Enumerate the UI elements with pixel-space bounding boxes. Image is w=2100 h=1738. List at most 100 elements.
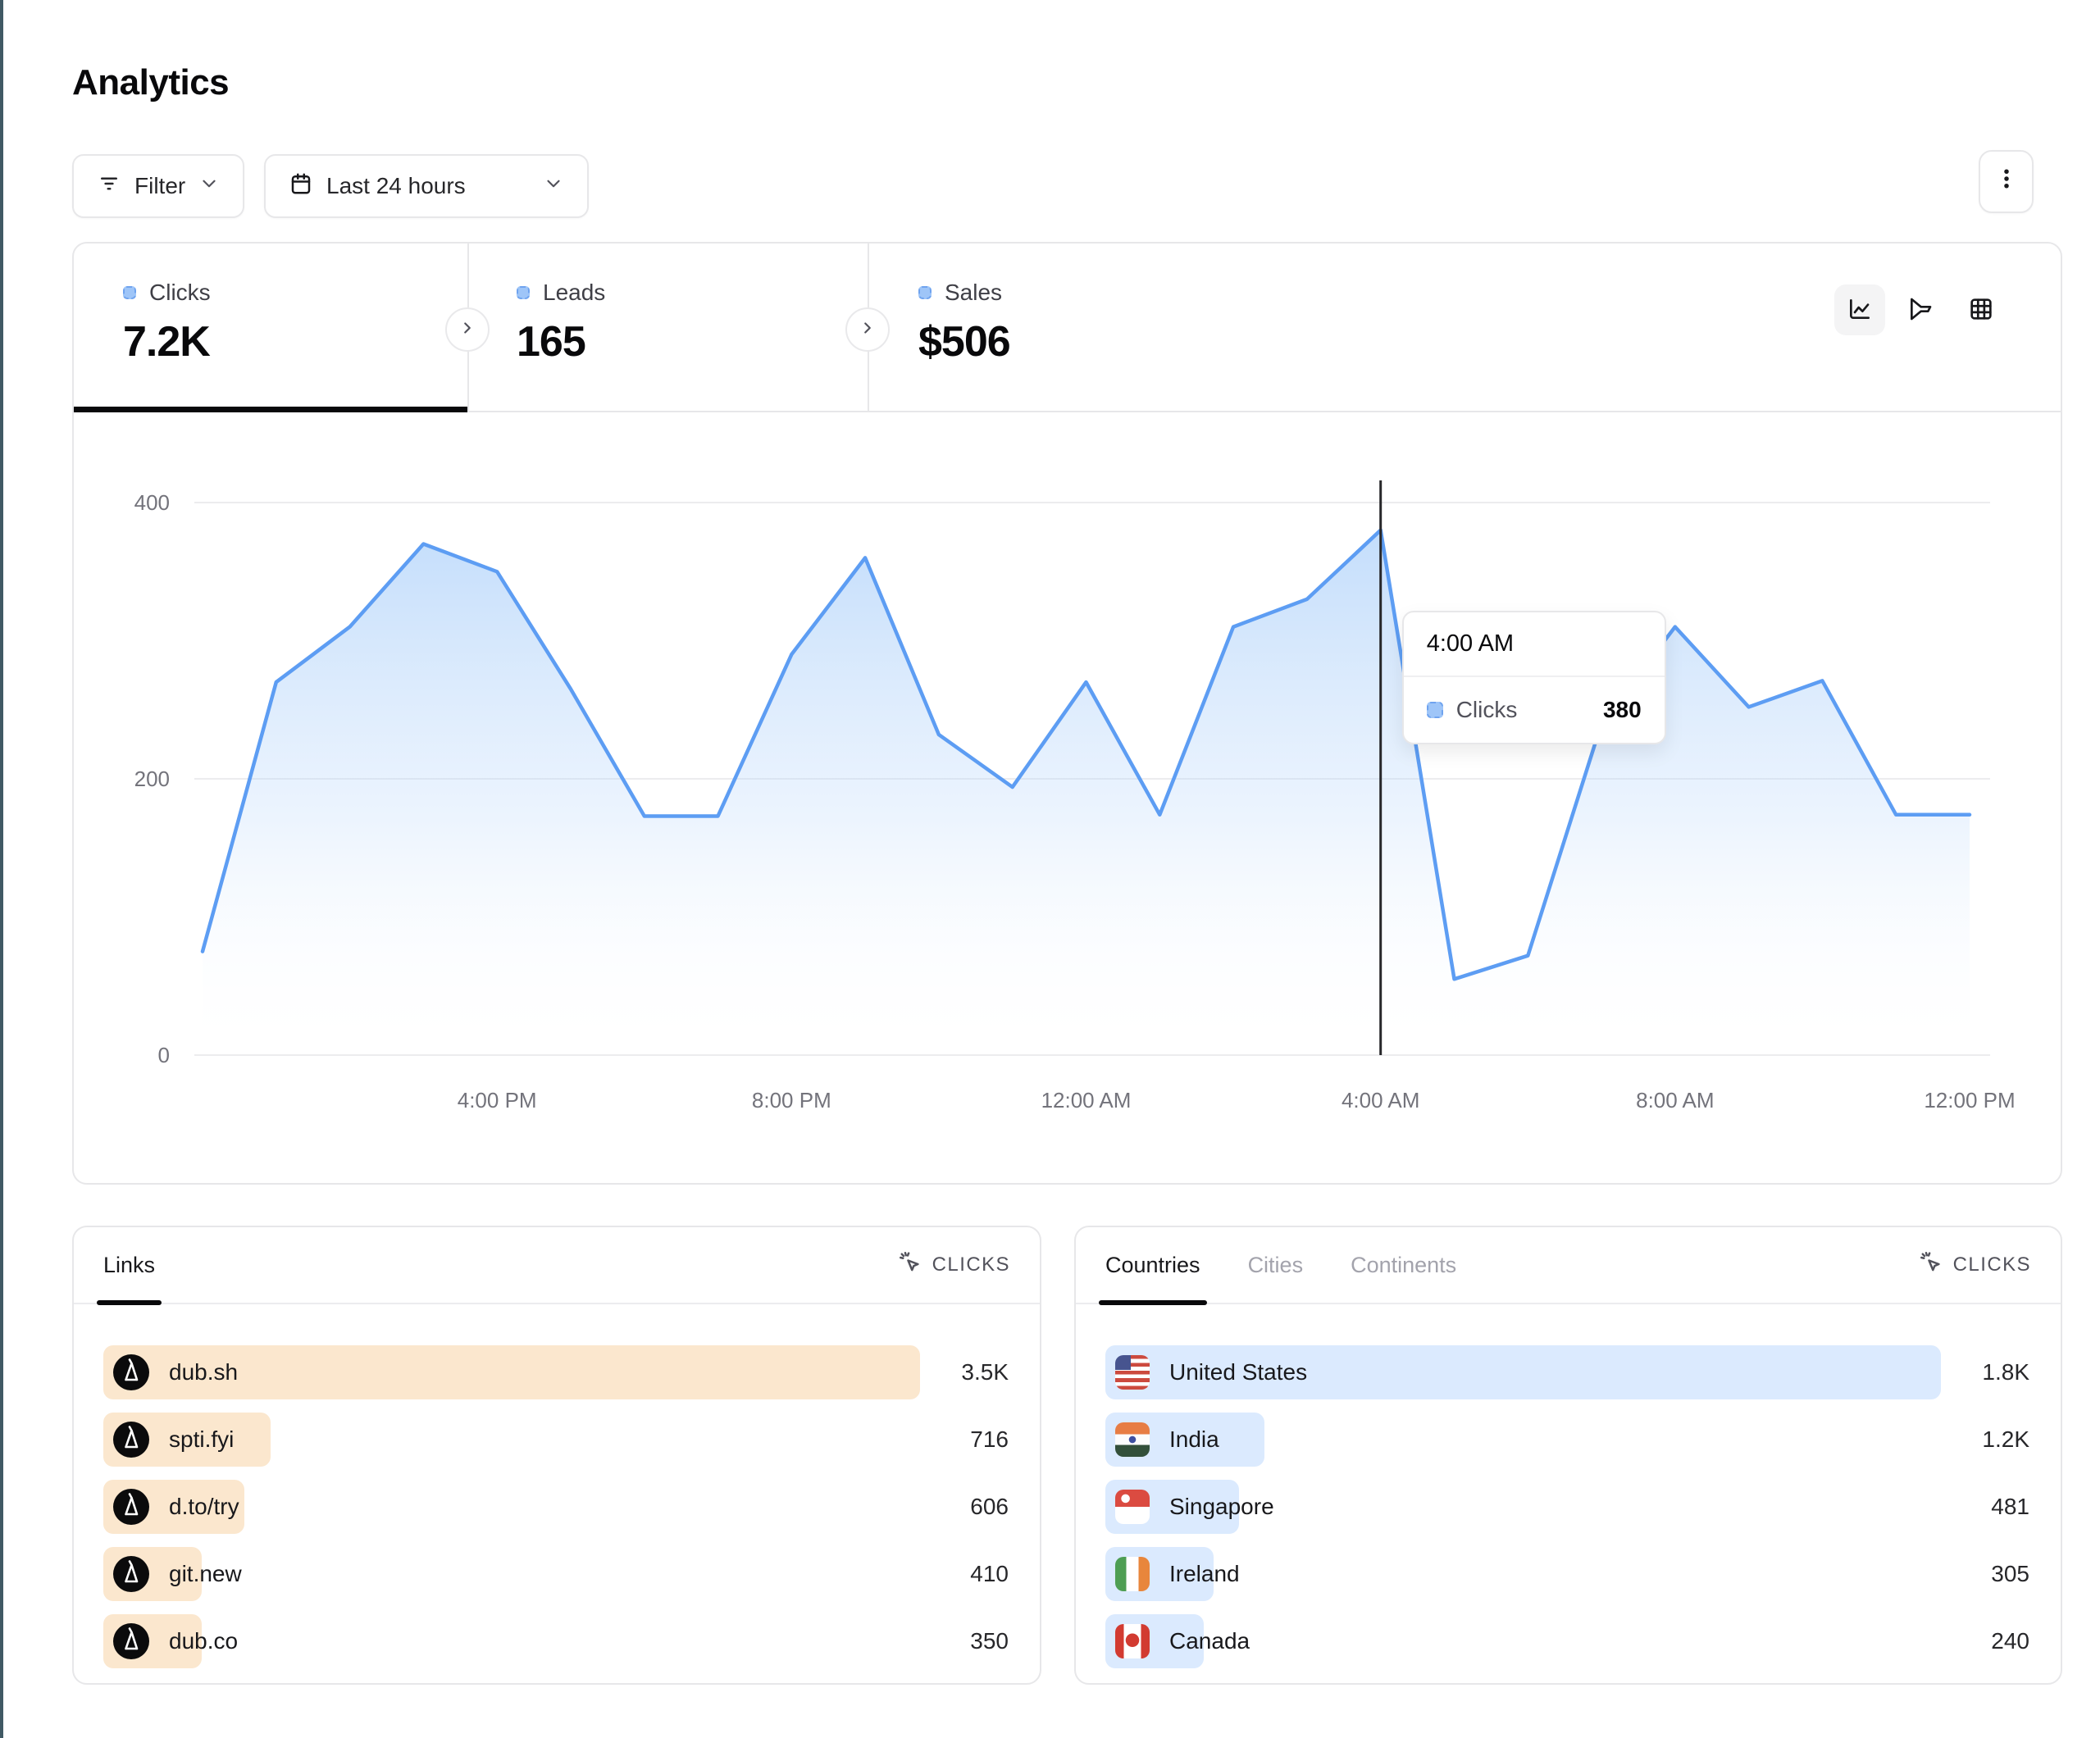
analytics-card: Clicks 7.2K Leads 165 Sales $506 [72,242,2062,1185]
country-flag-in [1115,1422,1150,1457]
more-menu-button[interactable] [1979,150,2034,213]
countries-list: United States 1.8K India 1.2K Singapore 481 Ir… [1076,1304,2061,1668]
bar [1105,1345,1941,1399]
links-metric-selector[interactable]: CLICKS [898,1250,1010,1281]
funnel-view-button[interactable] [1895,284,1946,335]
dub-logo-avatar [113,1556,149,1592]
line-chart-view-button[interactable] [1834,284,1885,335]
dub-logo-avatar [113,1422,149,1458]
y-tick-label: 200 [134,767,170,791]
x-tick-label: 8:00 AM [1636,1088,1715,1112]
stat-value: 7.2K [123,318,211,366]
stat-tab-sales[interactable]: Sales $506 [918,280,1011,366]
dub-logo-avatar [113,1354,149,1390]
table-view-button[interactable] [1956,284,2007,335]
date-range-label: Last 24 hours [326,173,466,198]
row-value: 240 [1991,1628,2029,1654]
clicks-area-chart[interactable]: 0 200 400 4:00 PM 8:00 PM 12:00 AM 4:00 AM 8:0… [134,461,2016,1112]
cursor-click-icon [1919,1250,1943,1281]
left-edge-accent [0,0,3,1738]
tab-label: Continents [1351,1252,1457,1277]
cursor-click-icon [898,1250,922,1281]
tab-continents[interactable]: Continents [1351,1226,1456,1304]
row-label: India [1169,1426,1219,1452]
stat-value: 165 [517,318,586,366]
country-row[interactable]: Singapore 481 [1105,1480,2031,1534]
kebab-icon [1994,166,2019,197]
y-tick-label: 400 [134,490,170,515]
link-row[interactable]: git.new 410 [103,1547,1010,1601]
y-tick-label: 0 [157,1043,170,1067]
x-tick-label: 4:00 PM [457,1088,537,1112]
row-value: 305 [1991,1561,2029,1586]
row-value: 3.5K [961,1359,1009,1385]
country-row[interactable]: Ireland 305 [1105,1547,2031,1601]
dub-logo-avatar [113,1489,149,1525]
stat-tab-leads[interactable]: Leads 165 [517,280,605,366]
row-label: United States [1169,1359,1308,1385]
line-chart-icon [1847,296,1873,325]
tooltip-value: 380 [1602,697,1642,722]
stat-value: $506 [918,318,1011,366]
expand-sales-button[interactable] [845,307,890,352]
tab-countries[interactable]: Countries [1099,1226,1207,1305]
geo-metric-selector[interactable]: CLICKS [1919,1250,2031,1281]
row-value: 716 [970,1426,1009,1452]
filter-button[interactable]: Filter [72,154,245,218]
row-value: 1.2K [1982,1426,2029,1452]
expand-leads-button[interactable] [445,307,490,352]
page-title: Analytics [72,62,230,102]
link-row[interactable]: d.to/try 606 [103,1480,1010,1534]
bar [103,1345,920,1399]
leads-legend-icon [517,286,530,299]
row-label: spti.fyi [169,1426,235,1452]
link-row[interactable]: spti.fyi 716 [103,1413,1010,1467]
funnel-icon [1907,296,1934,325]
active-stat-underline [74,407,467,412]
x-tick-label: 12:00 PM [1924,1088,2016,1112]
row-label: d.to/try [169,1494,239,1519]
calendar-icon [289,171,313,202]
country-row[interactable]: India 1.2K [1105,1413,2031,1467]
x-tick-label: 12:00 AM [1041,1088,1132,1112]
row-label: Ireland [1169,1561,1240,1586]
stat-label: Sales [945,280,1003,305]
country-row[interactable]: United States 1.8K [1105,1345,2031,1399]
country-flag-ca [1115,1624,1150,1658]
dub-logo-avatar [113,1623,149,1659]
links-panel: Links CLICKS dub.sh 3.5K spti.fyi 716 d.to… [72,1226,1041,1685]
stat-tab-clicks[interactable]: Clicks 7.2K [123,280,211,366]
stat-label: Leads [543,280,606,305]
row-label: Canada [1169,1628,1250,1654]
tab-cities[interactable]: Cities [1248,1226,1304,1304]
row-value: 410 [970,1561,1009,1586]
clicks-legend-icon [123,286,136,299]
x-tick-label: 4:00 AM [1341,1088,1420,1112]
link-row[interactable]: dub.sh 3.5K [103,1345,1010,1399]
x-tick-label: 8:00 PM [751,1088,831,1112]
tab-label: Links [103,1252,156,1277]
filter-button-label: Filter [134,173,186,198]
row-value: 1.8K [1982,1359,2029,1385]
date-range-button[interactable]: Last 24 hours [264,154,589,218]
row-label: dub.co [169,1628,239,1654]
area-chart-canvas [194,480,1990,1056]
row-value: 350 [970,1628,1009,1654]
country-flag-ie [1115,1557,1150,1591]
chevron-down-icon [198,173,220,200]
country-row[interactable]: Canada 240 [1105,1614,2031,1668]
row-label: git.new [169,1561,242,1586]
chevron-right-icon [859,319,877,341]
stats-row: Clicks 7.2K Leads 165 Sales $506 [74,243,2061,412]
grid-icon [1968,296,1994,325]
tooltip-time: 4:00 AM [1403,612,1665,677]
row-value: 606 [970,1494,1009,1519]
tab-links[interactable]: Links [96,1226,162,1305]
row-value: 481 [1991,1494,2029,1519]
chevron-right-icon [458,319,476,341]
sales-legend-icon [918,286,932,299]
link-row[interactable]: dub.co 350 [103,1614,1010,1668]
clicks-legend-icon [1426,702,1443,718]
row-label: dub.sh [169,1359,239,1385]
chart-type-switcher [1834,284,2007,335]
